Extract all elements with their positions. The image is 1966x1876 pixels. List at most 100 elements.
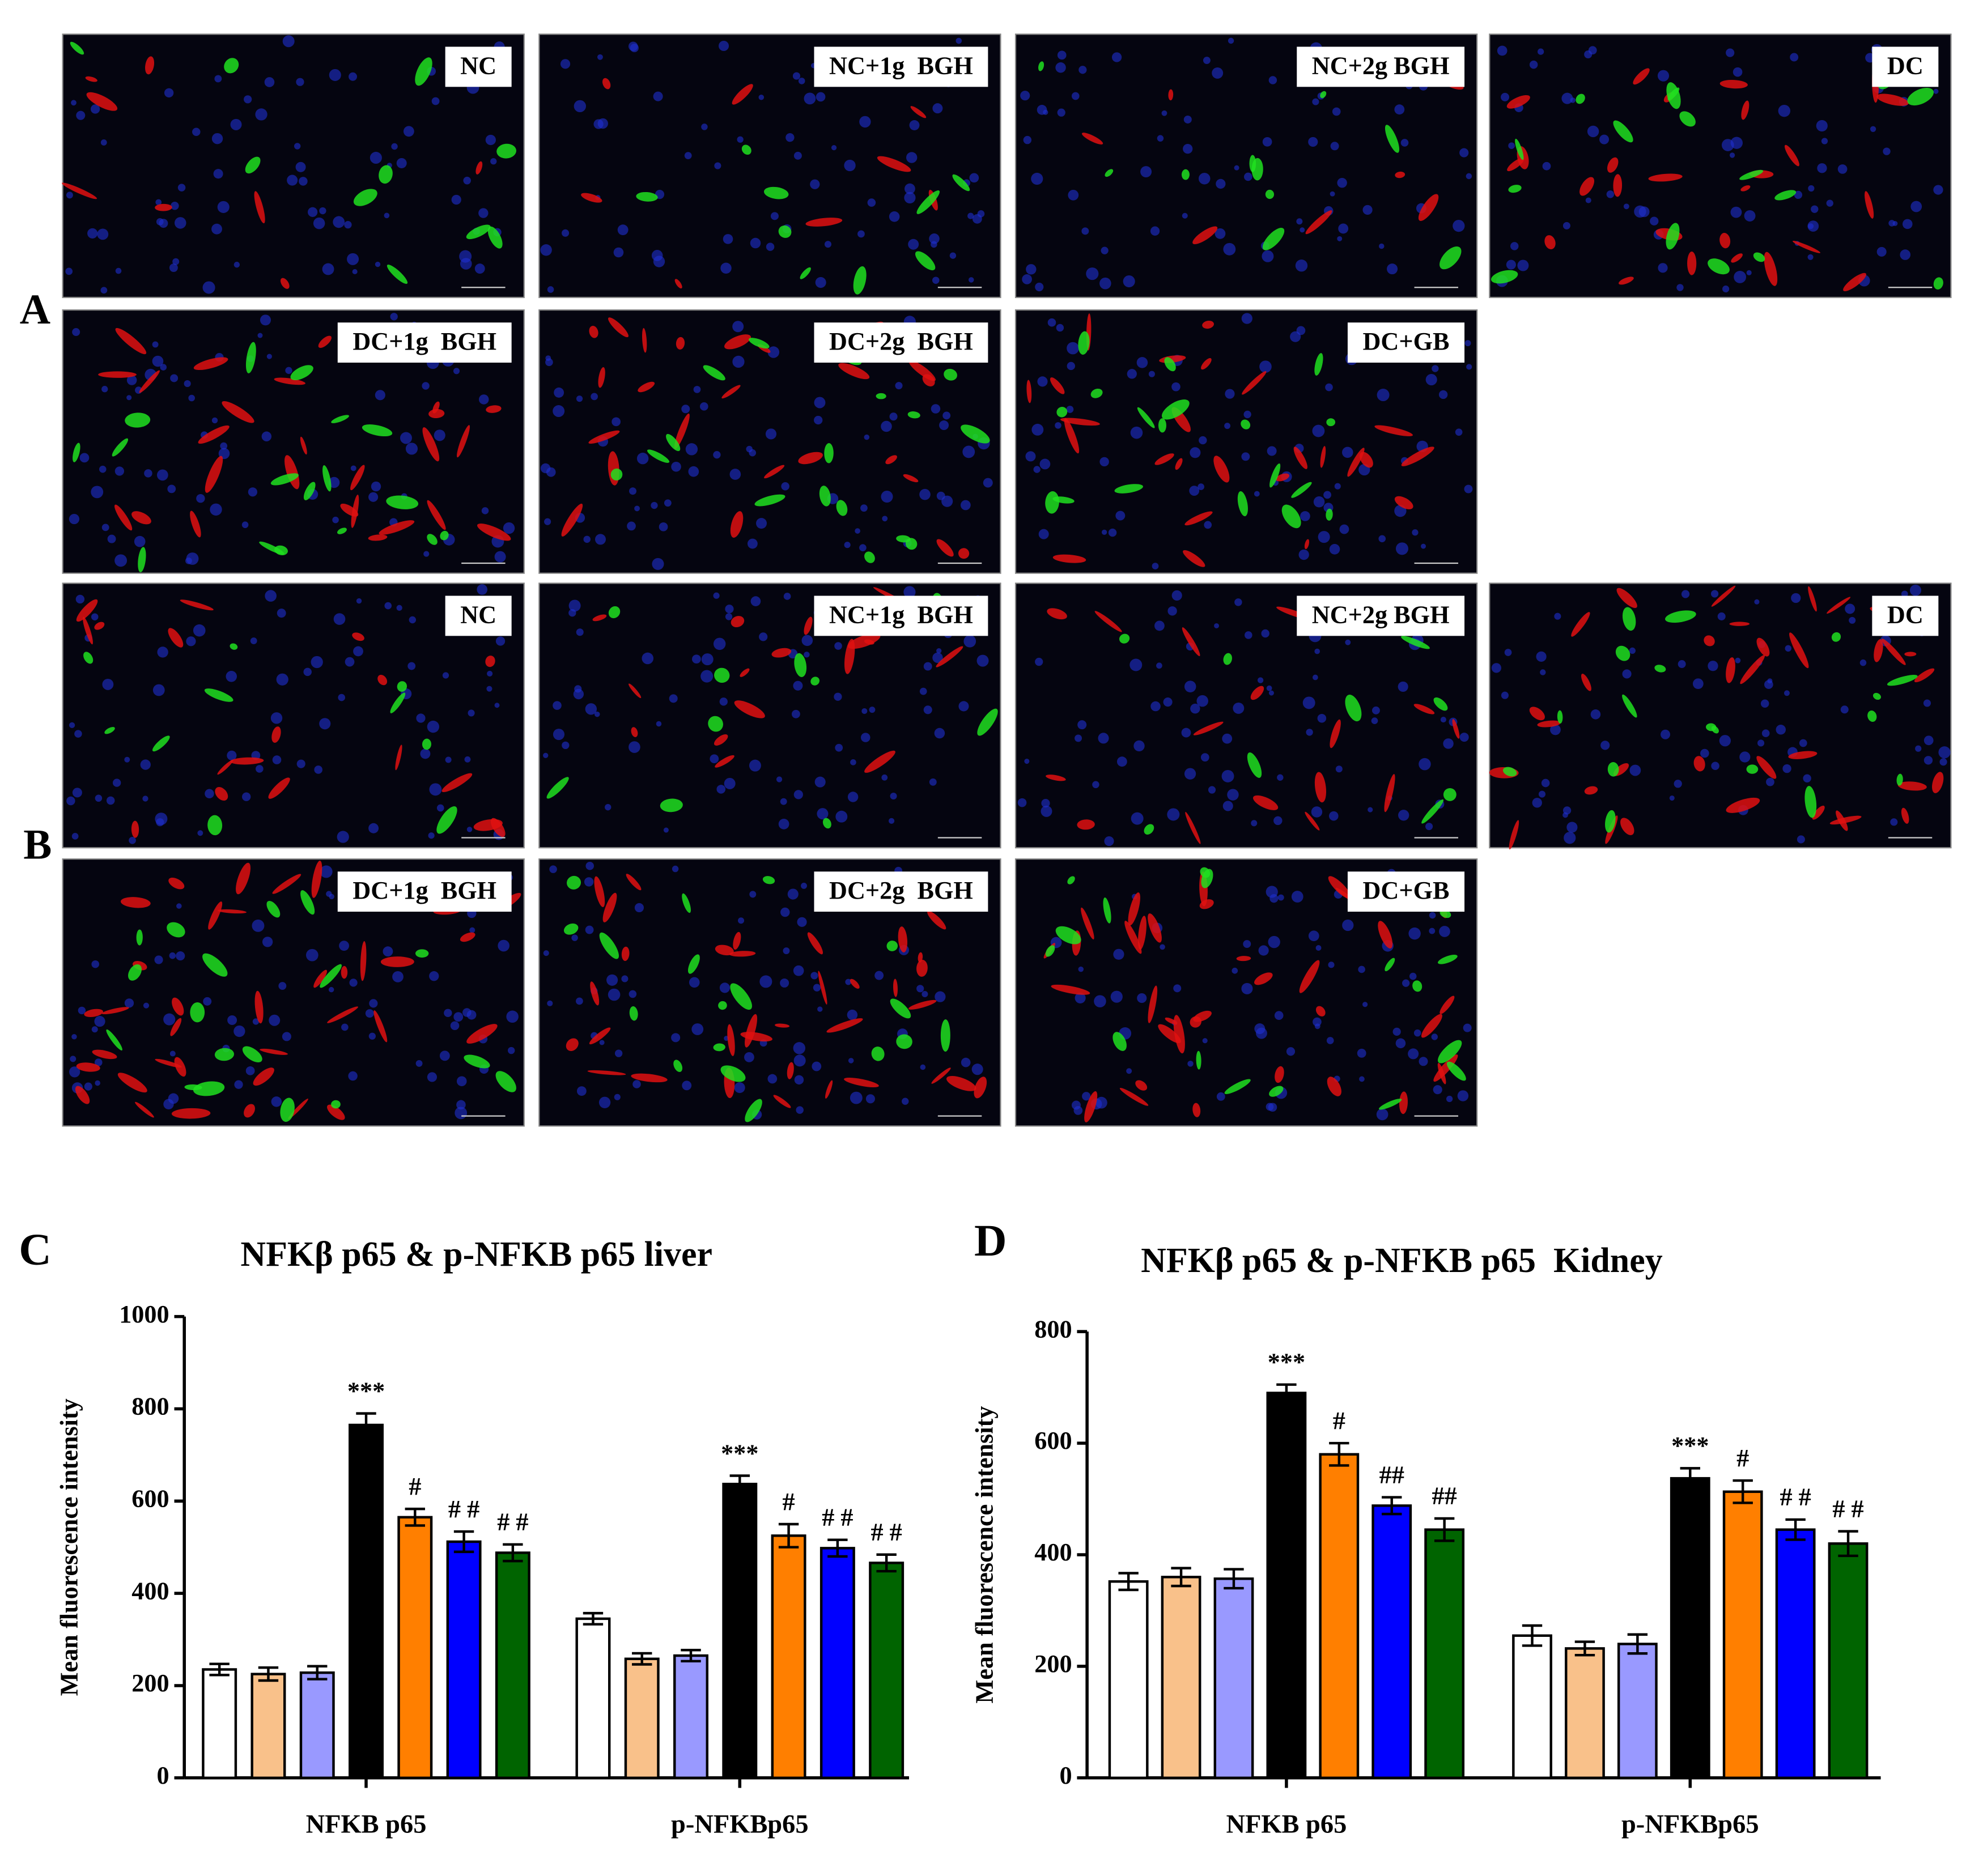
red-stain (1374, 425, 1413, 436)
red-stain (1616, 588, 1637, 609)
red-stain (1275, 473, 1290, 482)
nucleus (656, 721, 662, 727)
nucleus (211, 417, 218, 424)
nucleus (960, 500, 971, 511)
green-stain (496, 143, 516, 159)
micrograph-label: DC+GB (1362, 877, 1449, 904)
bar (1512, 1634, 1552, 1780)
nucleus (65, 267, 73, 275)
nucleus (1778, 104, 1791, 117)
nucleus (477, 584, 488, 595)
green-stain (1345, 695, 1362, 722)
nucleus (233, 1025, 245, 1037)
nucleus (1173, 984, 1182, 993)
red-stain (787, 1062, 794, 1079)
red-stain (1077, 819, 1095, 830)
nucleus (285, 367, 292, 374)
nucleus (923, 705, 932, 714)
red-stain (916, 959, 928, 977)
nucleus (453, 1012, 464, 1022)
label-box (814, 871, 988, 912)
red-stain (1932, 772, 1944, 793)
green-stain (1223, 653, 1232, 665)
nucleus (1394, 104, 1405, 115)
nucleus (1711, 762, 1719, 771)
nucleus (264, 77, 275, 87)
nucleus (368, 492, 379, 502)
red-stain (676, 337, 685, 350)
error-bar (258, 1666, 279, 1682)
red-stain (838, 363, 870, 380)
nucleus (1419, 1057, 1428, 1066)
red-stain (626, 874, 642, 891)
green-stain (436, 806, 457, 834)
nucleus (1337, 236, 1343, 241)
nucleus (956, 37, 962, 44)
red-stain (1579, 177, 1595, 196)
nucleus (70, 1056, 77, 1062)
red-stain (1843, 273, 1866, 292)
nucleus (1915, 745, 1922, 752)
nucleus (1939, 758, 1947, 766)
green-stain (337, 528, 347, 534)
red-stain (908, 999, 937, 1010)
red-stain (180, 599, 214, 611)
nucleus (262, 937, 273, 947)
red-stain (1399, 1091, 1408, 1114)
nucleus (1268, 690, 1274, 696)
green-stain (916, 190, 940, 214)
nucleus (230, 118, 242, 130)
red-stain (804, 616, 813, 635)
nucleus (1463, 1023, 1472, 1032)
nucleus (1325, 383, 1333, 392)
nucleus (1099, 277, 1111, 290)
nucleus (1845, 603, 1855, 614)
green-stain (673, 1060, 683, 1073)
green-stain (270, 473, 299, 486)
nucleus (1910, 201, 1922, 212)
red-stain (1293, 446, 1307, 469)
nucleus (585, 861, 595, 870)
nucleus (1606, 190, 1615, 198)
nucleus (90, 104, 100, 114)
red-stain (260, 1048, 288, 1055)
red-stain (1320, 446, 1326, 468)
nucleus (595, 534, 606, 545)
significance-marker: # # (497, 1508, 528, 1536)
panel-letter: D (974, 1216, 1007, 1266)
red-stain (908, 360, 936, 381)
nucleus (185, 557, 192, 564)
red-stain (602, 892, 617, 922)
nucleus (750, 237, 761, 249)
nucleus (1035, 282, 1044, 292)
nucleus (744, 1052, 754, 1062)
red-stain (1327, 1077, 1341, 1096)
significance-marker: # # (448, 1495, 479, 1523)
nucleus (1150, 226, 1160, 236)
nucleus (860, 504, 868, 512)
micrograph: DC+GB (1014, 858, 1478, 1127)
nucleus (1223, 243, 1236, 256)
nucleus (1066, 406, 1074, 413)
nucleus (278, 982, 287, 990)
nucleus (422, 382, 430, 390)
nucleus (1101, 529, 1107, 535)
nucleus (1876, 246, 1887, 257)
green-stain (876, 393, 886, 399)
red-stain (1613, 174, 1623, 197)
nucleus (750, 596, 761, 606)
green-stain (1438, 954, 1458, 964)
nucleus (562, 741, 570, 750)
nucleus (170, 374, 179, 382)
nucleus (1241, 452, 1250, 461)
nucleus (260, 314, 271, 326)
nucleus (1152, 563, 1159, 569)
bar (397, 1516, 433, 1780)
nucleus (968, 277, 974, 283)
red-stain (631, 1073, 668, 1083)
nucleus (1123, 275, 1135, 288)
green-stain (824, 443, 834, 463)
red-stain (927, 911, 946, 930)
red-stain (745, 1014, 758, 1048)
nucleus (835, 810, 848, 823)
